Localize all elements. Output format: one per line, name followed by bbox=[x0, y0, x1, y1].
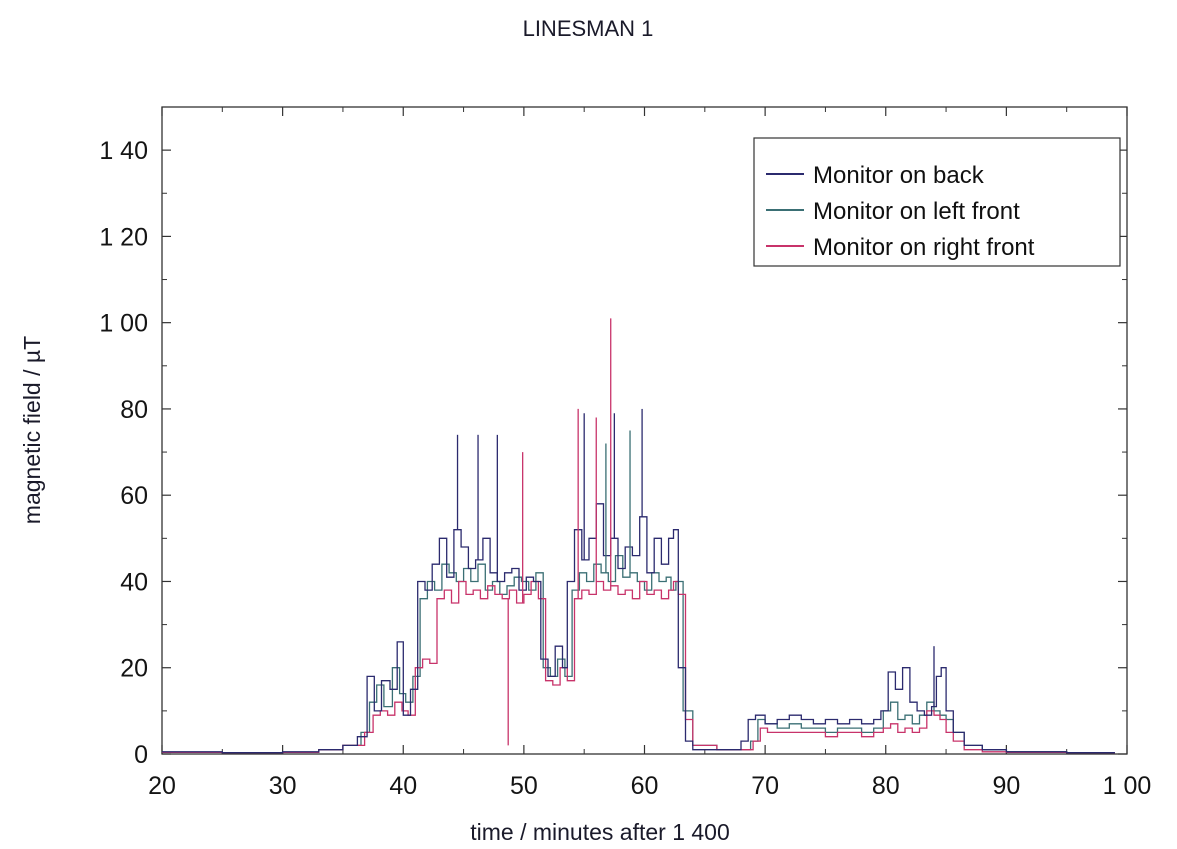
legend-label-right-front: Monitor on right front bbox=[813, 234, 1035, 261]
y-tick-label: 60 bbox=[120, 482, 148, 510]
legend-label-left-front: Monitor on left front bbox=[813, 198, 1020, 225]
y-tick-label: 40 bbox=[120, 568, 148, 596]
legend-box bbox=[753, 137, 1121, 267]
x-tick-label: 50 bbox=[510, 772, 538, 800]
y-axis-label: magnetic field / µT bbox=[19, 336, 45, 524]
x-axis: 20 30 40 50 60 70 80 90 1 00 bbox=[148, 107, 1151, 800]
x-tick-label: 20 bbox=[148, 772, 176, 800]
x-tick-label: 70 bbox=[751, 772, 779, 800]
y-tick-label: 20 bbox=[120, 655, 148, 683]
y-tick-label: 80 bbox=[120, 396, 148, 424]
series-line-1 bbox=[162, 554, 1115, 754]
x-tick-label: 80 bbox=[872, 772, 900, 800]
y-axis: 0 20 40 60 80 1 00 1 20 1 40 bbox=[99, 137, 1127, 769]
legend: Monitor on back Monitor on left front Mo… bbox=[753, 137, 1121, 267]
x-tick-label: 1 00 bbox=[1103, 772, 1152, 800]
x-tick-label: 40 bbox=[389, 772, 417, 800]
y-tick-label: 1 40 bbox=[99, 137, 148, 165]
x-tick-label: 60 bbox=[631, 772, 659, 800]
x-tick-label: 90 bbox=[992, 772, 1020, 800]
series-line-2 bbox=[162, 580, 1115, 754]
y-tick-label: 1 20 bbox=[99, 223, 148, 251]
series-layer bbox=[162, 318, 1115, 754]
x-axis-label: time / minutes after 1 400 bbox=[470, 819, 730, 845]
legend-label-back: Monitor on back bbox=[813, 162, 985, 189]
x-tick-label: 30 bbox=[269, 772, 297, 800]
series-line-0 bbox=[162, 503, 1115, 754]
chart-title: LINESMAN 1 bbox=[523, 16, 654, 41]
y-tick-label: 0 bbox=[134, 741, 148, 769]
y-tick-label: 1 00 bbox=[99, 310, 148, 338]
